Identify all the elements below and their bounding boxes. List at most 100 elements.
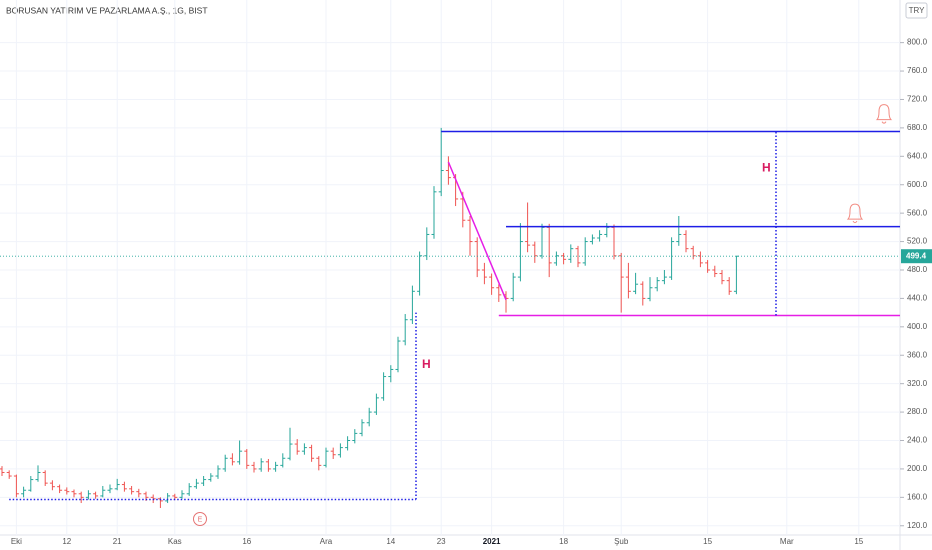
ohlc-bar bbox=[474, 237, 480, 278]
alert-bell bbox=[875, 104, 893, 124]
y-tick-label: 440.0 bbox=[907, 294, 928, 303]
ohlc-bar bbox=[489, 273, 495, 295]
ohlc-bar bbox=[323, 447, 329, 468]
x-tick-label: Şub bbox=[614, 537, 629, 546]
chart-title: BORUSAN YATIRIM VE PAZARLAMA A.Ş., 1G, B… bbox=[6, 5, 208, 15]
y-tick-label: 480.0 bbox=[907, 265, 928, 274]
ohlc-bar bbox=[532, 241, 538, 263]
y-tick-label: 360.0 bbox=[907, 350, 928, 359]
ohlc-bar bbox=[496, 284, 502, 302]
ohlc-bar bbox=[0, 466, 5, 477]
ohlc-bar bbox=[481, 262, 487, 285]
ohlc-bar bbox=[265, 458, 271, 472]
currency-box[interactable] bbox=[905, 2, 928, 19]
ohlc-bar bbox=[273, 461, 279, 472]
x-tick-label: 15 bbox=[703, 537, 712, 546]
ohlc-bar bbox=[107, 484, 113, 494]
ohlc-bar bbox=[114, 478, 120, 491]
ohlc-bar bbox=[690, 245, 696, 260]
ohlc-bar bbox=[359, 419, 365, 437]
ohlc-bar bbox=[589, 234, 595, 245]
ohlc-bar bbox=[57, 484, 63, 494]
ohlc-bar bbox=[697, 251, 703, 268]
ohlc-bar bbox=[42, 470, 48, 486]
ohlc-bar bbox=[647, 277, 653, 302]
ohlc-bar bbox=[553, 251, 559, 266]
y-tick-label: 320.0 bbox=[907, 379, 928, 388]
event-marker bbox=[193, 512, 207, 526]
grid-layer bbox=[0, 0, 900, 535]
x-tick-label: 23 bbox=[437, 537, 446, 546]
ohlc-bar bbox=[251, 461, 257, 473]
ohlc-bar bbox=[179, 490, 185, 499]
ohlc-bar bbox=[568, 244, 574, 263]
ohlc-bar bbox=[6, 470, 12, 479]
ohlc-bar bbox=[237, 440, 243, 465]
y-tick-label: 720.0 bbox=[907, 95, 928, 104]
y-tick-label: 600.0 bbox=[907, 180, 928, 189]
ohlc-bar bbox=[64, 487, 70, 495]
ohlc-bar bbox=[467, 215, 473, 256]
ohlc-bar bbox=[669, 237, 675, 280]
ohlc-bar bbox=[719, 269, 725, 285]
x-tick-label: Mar bbox=[780, 537, 794, 546]
ohlc-bar bbox=[294, 439, 300, 455]
ohlc-bar bbox=[287, 427, 293, 461]
ohlc-bar bbox=[352, 429, 358, 444]
y-tick-label: 520.0 bbox=[907, 237, 928, 246]
ohlc-bar bbox=[417, 251, 423, 296]
ohlc-bar bbox=[726, 277, 732, 295]
last-price-label: 499.4 bbox=[906, 251, 927, 260]
x-tick-label: Eki bbox=[11, 537, 22, 546]
ohlc-bar bbox=[35, 465, 41, 482]
ohlc-bar bbox=[345, 436, 351, 451]
y-tick-label: 800.0 bbox=[907, 38, 928, 47]
ohlc-bar bbox=[597, 230, 603, 242]
alert-bell bbox=[846, 203, 864, 224]
projection-label: H bbox=[762, 160, 771, 174]
ohlc-bar bbox=[373, 393, 379, 415]
x-tick-label: 2021 bbox=[483, 537, 501, 546]
ohlc-bar bbox=[100, 485, 106, 498]
ohlc-bar bbox=[201, 476, 207, 486]
ohlc-bar bbox=[309, 444, 315, 462]
ohlc-bar bbox=[337, 443, 343, 458]
ohlc-bar bbox=[381, 372, 387, 401]
currency[interactable]: TRY bbox=[909, 6, 926, 15]
ohlc-bar bbox=[85, 490, 91, 500]
ohlc-bar bbox=[402, 314, 408, 346]
ohlc-bar bbox=[640, 281, 646, 306]
x-tick-label: 21 bbox=[113, 537, 122, 546]
ohlc-bar bbox=[121, 481, 127, 492]
y-tick-label: 200.0 bbox=[907, 464, 928, 473]
ohlc-bar bbox=[93, 491, 99, 499]
ohlc-bar bbox=[71, 489, 77, 498]
ohlc-bar bbox=[683, 230, 689, 253]
ohlc-bar bbox=[244, 449, 250, 469]
ohlc-bar bbox=[136, 488, 142, 498]
y-tick-label: 640.0 bbox=[907, 151, 928, 160]
ohlc-bar bbox=[395, 336, 401, 373]
ohlc-bar bbox=[661, 269, 667, 285]
ohlc-bar bbox=[388, 365, 394, 383]
ohlc-bar bbox=[280, 453, 286, 468]
ohlc-bar bbox=[28, 476, 34, 492]
y-tick-label: 280.0 bbox=[907, 407, 928, 416]
x-tick-label: 16 bbox=[242, 537, 251, 546]
ohlc-bar bbox=[510, 272, 516, 302]
ohlc-bar bbox=[424, 227, 430, 261]
ohlc-bar bbox=[366, 407, 372, 427]
ohlc-bar bbox=[165, 493, 171, 504]
projection-label: H bbox=[422, 357, 431, 371]
ohlc-bar bbox=[222, 454, 228, 472]
ohlc-bar bbox=[186, 483, 192, 496]
ohlc-bar bbox=[208, 473, 214, 482]
ohlc-bar bbox=[301, 443, 307, 455]
y-tick-label: 240.0 bbox=[907, 436, 928, 445]
ohlc-bar bbox=[78, 491, 84, 504]
ohlc-bar bbox=[129, 485, 135, 495]
ohlc-bar bbox=[13, 474, 19, 498]
ohlc-bar bbox=[575, 245, 581, 268]
ohlc-bar bbox=[625, 262, 631, 299]
ohlc-bar bbox=[633, 272, 639, 295]
